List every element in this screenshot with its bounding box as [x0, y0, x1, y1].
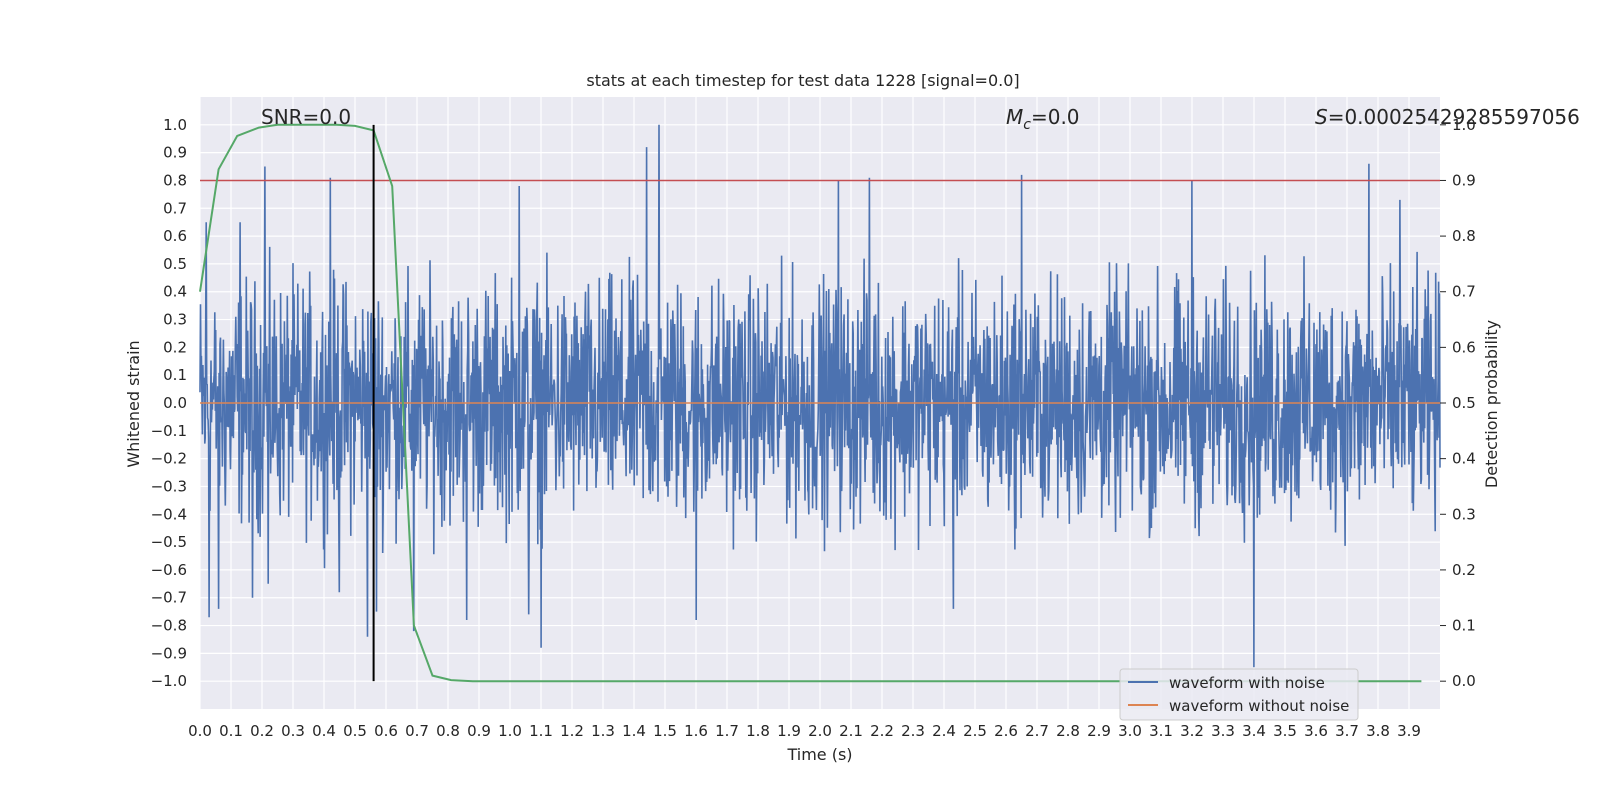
chirp-mass-subscript: c — [1023, 117, 1031, 133]
right-y-tick-label: 0.3 — [1452, 505, 1476, 523]
right-y-tick-label: 0.0 — [1452, 672, 1476, 690]
right-y-tick-label: 1.0 — [1452, 116, 1476, 134]
x-tick-label: 2.3 — [901, 722, 925, 740]
right-y-axis-ticks: 1.0 0.9 0.8 0.7 0.6 0.5 0.4 0.3 0.2 0.1 0.0 — [1440, 116, 1476, 690]
y-tick-label: 0.7 — [163, 199, 187, 217]
y-tick-label: −0.5 — [151, 533, 187, 551]
y-tick-label: −0.8 — [151, 617, 187, 635]
legend-box — [1119, 668, 1359, 721]
x-tick-label: 1.1 — [529, 722, 553, 740]
legend-label-waveform-with-noise: waveform with noise — [1169, 674, 1325, 692]
y-tick-label: −0.9 — [151, 644, 187, 662]
x-tick-label: 2.2 — [870, 722, 894, 740]
y-tick-label: 0.8 — [163, 171, 187, 189]
y-tick-label: −0.4 — [151, 505, 187, 523]
x-tick-label: 3.7 — [1335, 722, 1359, 740]
x-tick-label: 2.1 — [839, 722, 863, 740]
right-y-tick-label: 0.4 — [1452, 450, 1476, 468]
y-tick-label: 0.4 — [163, 283, 187, 301]
y-tick-label: −0.7 — [151, 589, 187, 607]
right-y-tick-label: 0.6 — [1452, 338, 1476, 356]
x-tick-label: 2.6 — [994, 722, 1018, 740]
x-tick-label: 1.5 — [653, 722, 677, 740]
x-tick-label: 1.6 — [684, 722, 708, 740]
x-tick-label: 3.1 — [1149, 722, 1173, 740]
x-tick-label: 3.9 — [1397, 722, 1421, 740]
x-axis-label: Time (s) — [786, 745, 852, 764]
x-tick-label: 1.2 — [560, 722, 584, 740]
right-y-tick-label: 0.9 — [1452, 171, 1476, 189]
y-tick-label: 0.6 — [163, 227, 187, 245]
y-tick-label: 0.5 — [163, 255, 187, 273]
right-y-tick-label: 0.2 — [1452, 561, 1476, 579]
right-y-tick-label: 0.7 — [1452, 283, 1476, 301]
x-tick-label: 0.5 — [343, 722, 367, 740]
chirp-mass-symbol: M — [1006, 105, 1023, 129]
chirp-mass-value: =0.0 — [1031, 105, 1080, 129]
y-tick-label: 0.1 — [163, 366, 187, 384]
chart-title: stats at each timestep for test data 122… — [586, 71, 1019, 90]
x-tick-label: 3.2 — [1180, 722, 1204, 740]
series-detection-probability — [199, 123, 1422, 683]
x-tick-label: 1.0 — [498, 722, 522, 740]
legend: waveform with noise waveform without noi… — [1119, 668, 1359, 721]
y-tick-label: −0.3 — [151, 477, 187, 495]
y-axis-label: Whitened strain — [124, 340, 143, 467]
x-tick-label: 0.4 — [312, 722, 336, 740]
x-tick-label: 0.1 — [219, 722, 243, 740]
x-tick-label: 1.7 — [715, 722, 739, 740]
x-tick-label: 1.3 — [591, 722, 615, 740]
snr-annotation: SNR=0.0 — [261, 105, 351, 129]
x-tick-label: 3.5 — [1273, 722, 1297, 740]
x-tick-label: 2.8 — [1056, 722, 1080, 740]
x-tick-label: 2.5 — [963, 722, 987, 740]
x-tick-label: 0.2 — [250, 722, 274, 740]
y-tick-label: 0.9 — [163, 144, 187, 162]
x-tick-label: 2.4 — [932, 722, 956, 740]
legend-label-waveform-without-noise: waveform without noise — [1169, 697, 1349, 715]
s-symbol: S — [1315, 105, 1328, 129]
y-tick-label: 1.0 — [163, 116, 187, 134]
x-tick-label: 3.3 — [1211, 722, 1235, 740]
right-y-tick-label: 0.5 — [1452, 394, 1476, 412]
chirp-mass-annotation: Mc=0.0 — [1006, 105, 1080, 133]
x-tick-label: 3.8 — [1366, 722, 1390, 740]
x-tick-label: 1.4 — [622, 722, 646, 740]
y-tick-label: −1.0 — [151, 672, 187, 690]
x-tick-label: 3.4 — [1242, 722, 1266, 740]
y-tick-label: 0.0 — [163, 394, 187, 412]
y-tick-label: 0.3 — [163, 311, 187, 329]
s-annotation: S=0.00025429285597056 — [1315, 105, 1580, 129]
y-tick-label: 0.2 — [163, 338, 187, 356]
s-value: =0.00025429285597056 — [1328, 105, 1580, 129]
x-tick-label: 2.7 — [1025, 722, 1049, 740]
x-axis-ticks: 0.0 0.1 0.2 0.3 0.4 0.5 0.6 0.7 0.8 0.9 1.0 1.1 1.2 1… — [188, 722, 1421, 740]
right-y-tick-label: 0.8 — [1452, 227, 1476, 245]
y-axis-ticks: 1.0 0.9 0.8 0.7 0.6 0.5 0.4 0.3 0.2 0.1 0.0 −0.1 −0.… — [151, 116, 187, 690]
x-tick-label: 1.9 — [777, 722, 801, 740]
x-tick-label: 3.6 — [1304, 722, 1328, 740]
y-tick-label: −0.2 — [151, 450, 187, 468]
x-tick-label: 0.9 — [467, 722, 491, 740]
y-tick-label: −0.6 — [151, 561, 187, 579]
x-tick-label: 0.3 — [281, 722, 305, 740]
x-tick-label: 0.8 — [436, 722, 460, 740]
x-tick-label: 0.0 — [188, 722, 212, 740]
x-tick-label: 2.0 — [808, 722, 832, 740]
right-y-tick-label: 0.1 — [1452, 617, 1476, 635]
x-tick-label: 1.8 — [746, 722, 770, 740]
y-tick-label: −0.1 — [151, 422, 187, 440]
x-tick-label: 3.0 — [1118, 722, 1142, 740]
x-tick-label: 2.9 — [1087, 722, 1111, 740]
x-tick-label: 0.6 — [374, 722, 398, 740]
right-y-axis-label: Detection probability — [1482, 320, 1501, 488]
x-tick-label: 0.7 — [405, 722, 429, 740]
